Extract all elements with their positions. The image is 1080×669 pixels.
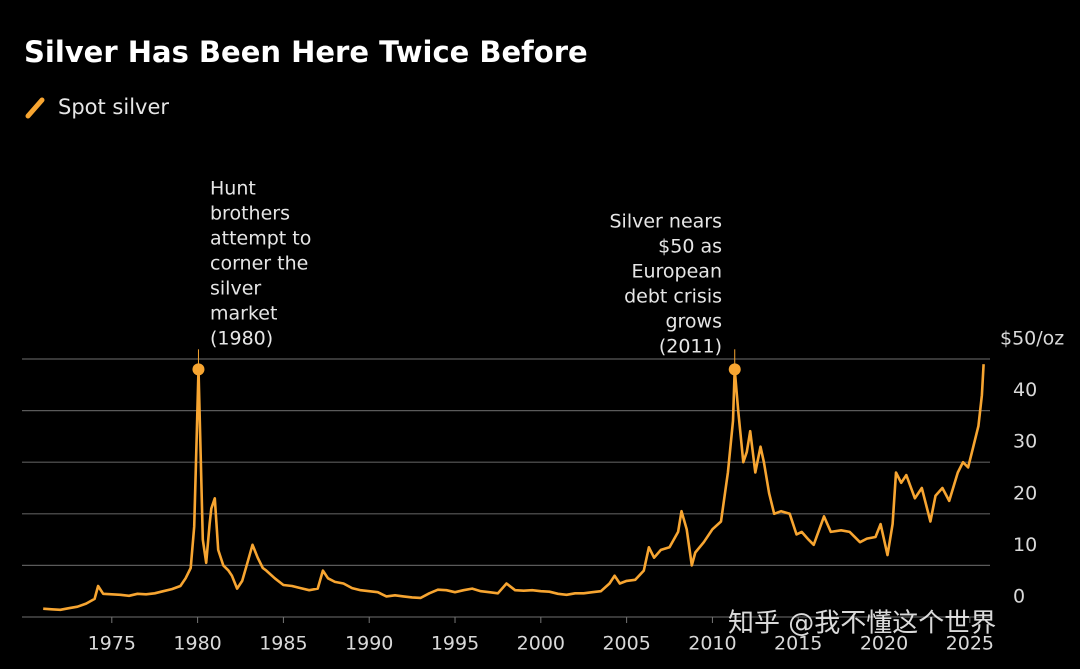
watermark: 知乎 @我不懂这个世界 (728, 609, 996, 639)
annotation-line: European (631, 261, 722, 283)
data-line (43, 364, 985, 612)
y-tick-label: $50/oz (1000, 328, 1064, 350)
annotation-line: $50 as (658, 236, 722, 258)
x-tick-label: 1980 (173, 633, 221, 655)
annotation-line: grows (665, 311, 722, 333)
legend-label: Spot silver (58, 95, 169, 119)
annotation-line: (2011) (659, 336, 722, 358)
legend-swatch (25, 97, 45, 119)
x-tick-label: 2005 (602, 633, 650, 655)
annotation-line: Silver nears (610, 211, 723, 233)
x-tick-label: 1995 (431, 633, 479, 655)
y-tick-label: 40 (1013, 379, 1037, 401)
y-tick-label: 30 (1013, 431, 1037, 453)
chart-title: Silver Has Been Here Twice Before (24, 35, 588, 69)
annotation-line: debt crisis (624, 286, 722, 308)
y-tick-label: 20 (1013, 482, 1037, 504)
annotation-line: corner the (210, 253, 308, 275)
annotation-line: (1980) (210, 328, 273, 350)
peak-marker (728, 363, 741, 376)
annotation-line: brothers (210, 203, 290, 225)
x-tick-label: 2000 (517, 633, 565, 655)
x-tick-label: 2020 (860, 633, 908, 655)
peak-marker (192, 363, 205, 376)
x-tick-label: 2015 (774, 633, 822, 655)
annotation-line: silver (210, 278, 261, 300)
annotation-line: market (210, 303, 277, 325)
x-tick-label: 1985 (259, 633, 307, 655)
x-tick-label: 1975 (88, 633, 136, 655)
x-tick-label: 2010 (688, 633, 736, 655)
x-tick-label: 2025 (946, 633, 994, 655)
annotation-line: Hunt (210, 178, 256, 200)
y-tick-label: 10 (1013, 534, 1037, 556)
annotation-line: attempt to (210, 228, 311, 250)
x-tick-label: 1990 (345, 633, 393, 655)
y-tick-label: 0 (1013, 586, 1025, 608)
